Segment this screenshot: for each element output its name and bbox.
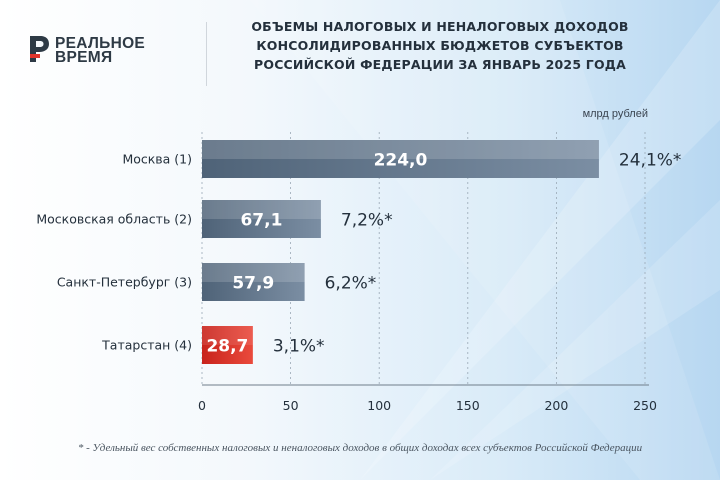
x-tick-label-1: 50 bbox=[283, 398, 299, 413]
chart-title-line-3: РОССИЙСКОЙ ФЕДЕРАЦИИ ЗА ЯНВАРЬ 2025 ГОДА bbox=[254, 57, 626, 72]
x-tick-label-2: 100 bbox=[367, 398, 391, 413]
bar-shine-3 bbox=[202, 326, 253, 345]
chart-title: ОБЪЕМЫ НАЛОГОВЫХ И НЕНАЛОГОВЫХ ДОХОДОВ К… bbox=[215, 17, 665, 74]
bar-value-label-1: 67,1 bbox=[240, 211, 282, 231]
bar-value-label-3: 28,7 bbox=[206, 337, 248, 357]
brand-name-line-2: ВРЕМЯ bbox=[55, 49, 113, 66]
x-tick-label-4: 200 bbox=[544, 398, 568, 413]
share-label-2: 6,2%* bbox=[325, 274, 377, 294]
bar-2 bbox=[202, 263, 305, 301]
bar-value-label-2: 57,9 bbox=[232, 274, 274, 294]
chart-title-line-2: КОНСОЛИДИРОВАННЫХ БЮДЖЕТОВ СУБЪЕКТОВ bbox=[256, 38, 624, 53]
unit-label: млрд рублей bbox=[582, 108, 648, 120]
bar-3 bbox=[202, 326, 253, 364]
brand-name-line-1: РЕАЛЬНОЕ bbox=[55, 35, 146, 52]
category-label-1: Московская область (2) bbox=[36, 212, 192, 227]
x-tick-label-0: 0 bbox=[198, 398, 206, 413]
category-label-2: Санкт-Петербург (3) bbox=[57, 275, 192, 290]
share-label-0: 24,1%* bbox=[619, 151, 682, 171]
bar-value-label-0: 224,0 bbox=[374, 151, 428, 171]
bar-shine-0 bbox=[202, 140, 599, 159]
bar-shine-1 bbox=[202, 200, 321, 219]
x-tick-label-3: 150 bbox=[456, 398, 480, 413]
share-label-1: 7,2%* bbox=[341, 211, 393, 231]
category-label-0: Москва (1) bbox=[122, 152, 192, 167]
brand-logo-icon bbox=[30, 36, 49, 62]
footnote: * - Удельный вес собственных налоговых и… bbox=[77, 442, 643, 454]
share-label-3: 3,1%* bbox=[273, 337, 325, 357]
bar-1 bbox=[202, 200, 321, 238]
header-divider bbox=[206, 22, 207, 86]
x-tick-label-5: 250 bbox=[633, 398, 657, 413]
chart-title-line-1: ОБЪЕМЫ НАЛОГОВЫХ И НЕНАЛОГОВЫХ ДОХОДОВ bbox=[251, 19, 629, 34]
bar-0 bbox=[202, 140, 599, 178]
bar-shine-2 bbox=[202, 263, 305, 282]
category-label-3: Татарстан (4) bbox=[101, 338, 192, 353]
